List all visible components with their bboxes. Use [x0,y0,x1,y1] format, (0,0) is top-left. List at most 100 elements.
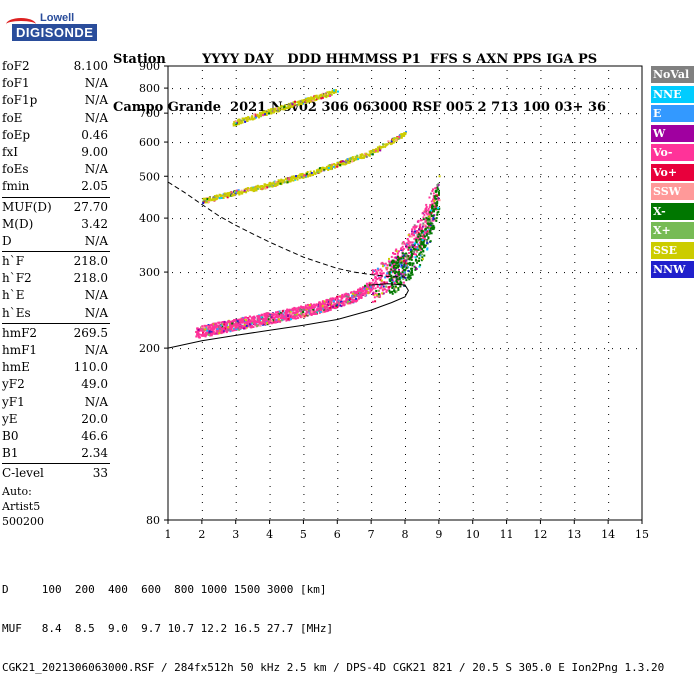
x-grid-dot [201,422,203,423]
echo-point [306,307,309,310]
x-grid-dot [608,262,610,263]
x-grid-dot [235,430,237,431]
x-grid-dot [303,350,305,351]
y-grid-dot [212,113,213,115]
echo-point [316,311,318,314]
echo-point [413,234,416,237]
x-grid-dot [337,486,339,487]
y-grid-dot [380,142,381,144]
echo-point [246,317,249,320]
x-grid-dot [540,462,542,463]
echo-point [291,104,294,107]
x-grid-dot [303,302,305,303]
echo-point [237,118,240,121]
echo-point [420,244,423,247]
x-grid-dot [405,446,406,447]
echo-point [400,136,403,139]
echo-point [408,261,411,264]
echo-point [394,291,397,294]
echo-point [340,302,343,305]
echo-point [269,318,272,321]
echo-point [226,194,229,197]
y-grid-dot [188,142,189,144]
x-grid-dot [235,334,237,335]
y-grid-dot [564,113,565,115]
echo-point [386,281,388,284]
x-grid-dot [608,518,610,519]
x-grid-dot [540,110,542,111]
y-grid-dot [364,113,365,115]
y-grid-dot [556,176,557,178]
x-grid-dot [438,78,440,79]
y-grid-dot [316,142,317,144]
echo-point [205,333,208,336]
x-grid-dot [337,78,339,79]
y-grid-dot [540,348,541,350]
echo-point [337,90,339,93]
echo-point [276,320,279,323]
x-grid-dot [371,358,373,359]
y-grid-dot [220,348,221,350]
x-grid-dot [608,334,610,335]
y-grid-dot [452,176,453,178]
y-grid-dot [300,113,301,115]
echo-point [380,276,382,279]
echo-point [393,281,396,284]
y-grid-dot [420,142,421,144]
echo-point [295,175,297,178]
x-grid-dot [608,446,610,447]
echo-point [352,300,355,303]
echo-point [368,150,371,153]
x-grid-dot [540,406,542,407]
echo-point [336,301,339,304]
x-grid-dot [337,446,339,447]
y-grid-dot [276,272,277,274]
x-grid-dot [405,494,406,495]
x-grid-dot [235,126,237,127]
echo-point [390,255,393,258]
y-grid-dot [572,88,573,90]
x-grid-dot [269,374,271,375]
x-grid-dot [574,238,576,239]
x-grid-dot [438,294,440,295]
echo-point [264,187,267,190]
echo-point [396,258,399,261]
echo-point [295,314,298,317]
echo-point [376,267,379,270]
x-grid-dot [235,238,237,239]
echo-point [354,155,357,158]
x-grid-dot [235,222,237,223]
echo-point [244,316,247,319]
echo-point [374,273,377,275]
y-grid-dot [228,176,229,178]
x-grid-dot [201,278,203,279]
x-grid-dot [303,366,305,367]
y-grid-dot [396,142,397,144]
x-grid-dot [371,502,373,503]
x-grid-dot [540,86,542,87]
echo-point [396,281,399,284]
echo-point [301,315,304,318]
echo-point [362,286,364,289]
x-grid-dot [269,462,271,463]
y-grid-dot [348,348,349,350]
x-grid-dot [608,510,610,511]
x-grid-dot [235,382,237,383]
echo-point [254,186,257,189]
echo-point [375,282,378,285]
echo-point [267,321,270,324]
echo-point [293,103,296,106]
echo-point [413,265,416,268]
echo-point [372,271,374,274]
echo-point [218,332,221,335]
y-grid-dot [492,88,493,90]
muf-distance-footer: D 100 200 400 600 800 1000 1500 3000 [km… [2,557,664,687]
echo-point [408,278,411,281]
y-grid-dot [444,113,445,115]
echo-point [436,213,439,216]
echo-point [283,317,286,320]
y-grid-dot [364,142,365,144]
x-grid-dot [269,86,271,87]
y-grid-dot [492,272,493,274]
echo-point [287,314,290,317]
